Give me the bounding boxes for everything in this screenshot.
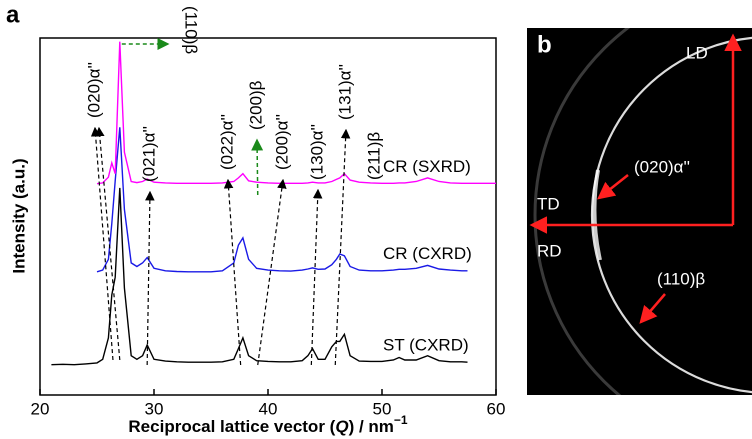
series-label: ST (CXRD) — [383, 336, 469, 355]
direction-label: TD — [537, 194, 560, 213]
direction-label: LD — [686, 43, 708, 62]
series-line — [96, 127, 468, 273]
series-label: CR (SXRD) — [383, 157, 471, 176]
y-axis-label: Intensity (a.u.) — [9, 158, 28, 273]
peak-arrow — [223, 178, 242, 366]
panel-label: b — [537, 31, 552, 58]
x-axis-label: Reciprocal lattice vector (Q) / nm−1 — [128, 413, 408, 436]
x-tick-label: 40 — [259, 399, 278, 418]
peak-label: (130)α'' — [307, 124, 326, 180]
peak-label: (211)β — [364, 132, 383, 180]
pointer — [639, 293, 666, 324]
peak-label: (022)α'' — [217, 114, 236, 170]
peak-label: (200)β — [246, 80, 265, 130]
peak-label: (200)α'' — [272, 114, 291, 170]
peak-arrow — [257, 178, 287, 366]
series-label: CR (CXRD) — [383, 244, 472, 263]
ring-label: (020)α'' — [634, 157, 690, 176]
panel-label: a — [6, 1, 20, 28]
diffraction-image: b LD TD RD (020)α'' (110)β — [527, 28, 752, 395]
outer-ring — [533, 28, 631, 395]
bright-ring — [590, 36, 752, 394]
peak-arrow — [334, 128, 351, 366]
peak-arrow — [90, 126, 114, 361]
x-tick-label: 50 — [373, 399, 392, 418]
x-tick-label: 30 — [145, 399, 164, 418]
peak-arrow — [145, 190, 155, 366]
peak-label: (021)α'' — [139, 126, 158, 182]
ring-intensity — [592, 169, 602, 261]
series-line — [51, 187, 468, 366]
x-tick-label: 60 — [487, 399, 506, 418]
pointer — [597, 174, 629, 200]
peak-arrow — [94, 126, 121, 361]
image-background — [527, 28, 752, 395]
series-line — [96, 41, 496, 185]
peak-arrow — [251, 138, 264, 196]
peak-arrow — [310, 188, 323, 366]
x-tick-label: 20 — [31, 399, 50, 418]
ring-label: (110)β — [657, 269, 705, 288]
peak-label: (110)β — [182, 6, 201, 54]
peak-label: (131)α'' — [335, 64, 354, 120]
peak-label: (020)α'' — [84, 62, 103, 118]
direction-label: RD — [537, 241, 562, 260]
